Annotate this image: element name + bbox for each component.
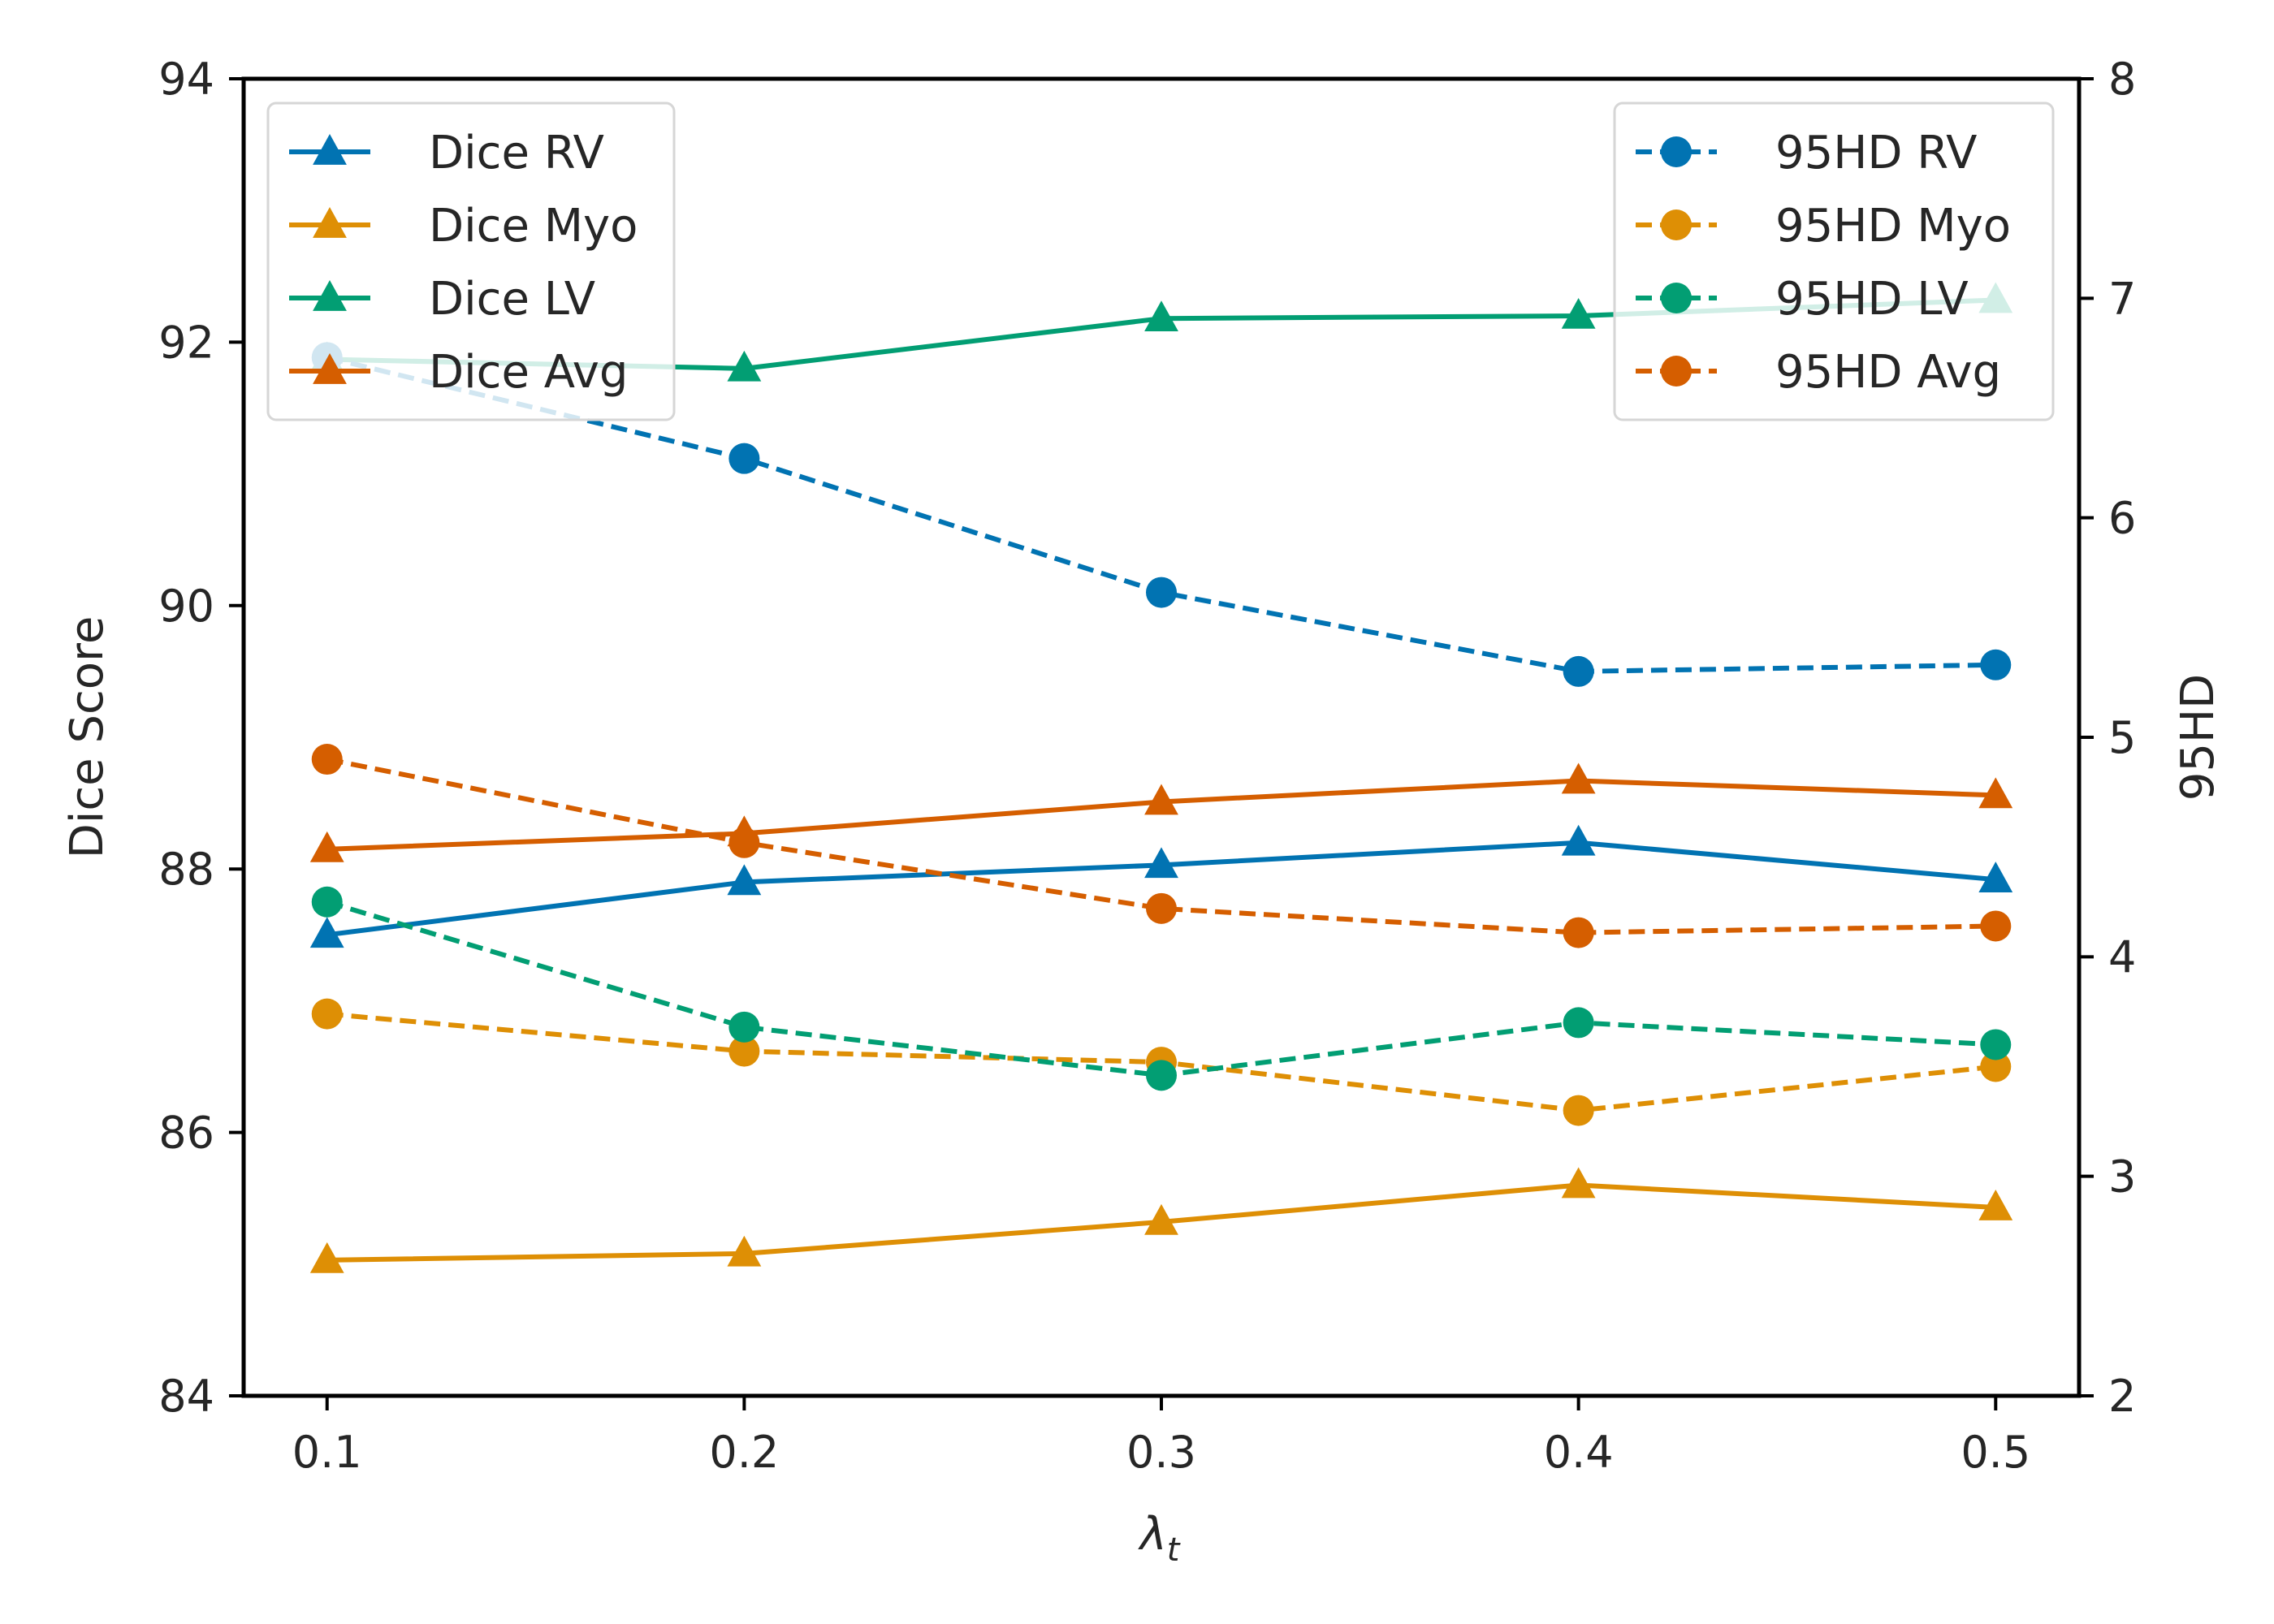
point-dice-rv	[727, 864, 762, 896]
point-95hd-lv	[311, 886, 343, 918]
x-tick-label: 0.3	[1126, 1427, 1196, 1478]
point-dice-lv	[1561, 297, 1596, 329]
point-95hd-avg	[1146, 892, 1177, 924]
point-95hd-avg	[311, 744, 343, 775]
y-tick-label: 92	[158, 317, 214, 368]
legend-marker-dice-lv	[313, 280, 347, 311]
legend-marker-dice-avg	[313, 353, 347, 384]
legend-left: Dice RV Dice Myo Dice LV Dice Avg	[266, 102, 676, 421]
legend-label-95hd-myo: 95HD Myo	[1775, 200, 2011, 253]
y-axis-title: Dice Score	[61, 616, 114, 859]
point-dice-myo	[309, 1242, 344, 1273]
y-tick-label: 86	[158, 1108, 214, 1159]
y-tick-label: 94	[158, 54, 214, 105]
point-95hd-rv	[1980, 649, 2012, 680]
legend-left-box	[266, 102, 676, 421]
series-line-95hd-avg	[326, 757, 1996, 935]
y2-axis-title: 95HD	[2172, 674, 2224, 801]
point-dice-myo	[1561, 1167, 1596, 1199]
x-axis-title: λt	[1138, 1508, 1181, 1569]
point-dice-rv	[1561, 824, 1596, 856]
point-95hd-rv	[728, 443, 760, 474]
y-axis-right: 2 3 4 5 6 7 8	[2079, 54, 2136, 1422]
y2-tick-label: 5	[2108, 712, 2136, 763]
point-95hd-avg	[1980, 910, 2012, 942]
x-tick-label: 0.4	[1544, 1427, 1614, 1478]
legend-right-box	[1613, 102, 2055, 421]
point-95hd-avg	[1563, 917, 1594, 948]
point-dice-avg	[309, 831, 344, 862]
point-dice-myo	[727, 1235, 762, 1267]
point-95hd-avg	[728, 827, 760, 858]
legend-marker-95hd-lv	[1661, 283, 1692, 313]
legend-marker-95hd-avg	[1661, 356, 1692, 387]
point-95hd-lv	[1980, 1029, 2012, 1060]
legend-marker-95hd-myo	[1661, 209, 1692, 240]
legend-marker-dice-myo	[313, 207, 347, 238]
point-dice-avg	[1144, 784, 1178, 815]
x-axis: 0.1 0.2 0.3 0.4 0.5	[292, 1396, 2030, 1478]
point-dice-rv	[309, 917, 344, 948]
y2-tick-label: 2	[2108, 1371, 2136, 1422]
point-dice-rv	[1144, 847, 1178, 879]
legend-label-95hd-lv: 95HD LV	[1775, 273, 1969, 326]
legend-right: 95HD RV 95HD Myo 95HD LV 95HD Avg	[1613, 102, 2055, 421]
y2-tick-label: 7	[2108, 273, 2136, 324]
legend-marker-95hd-rv	[1661, 136, 1692, 167]
x-tick-label: 0.5	[1961, 1427, 2030, 1478]
point-95hd-myo	[1563, 1095, 1594, 1126]
point-95hd-rv	[1563, 655, 1594, 687]
legend-label-dice-avg: Dice Avg	[429, 346, 628, 399]
point-dice-lv	[727, 350, 762, 382]
y2-tick-label: 3	[2108, 1151, 2136, 1203]
point-95hd-myo	[1980, 1051, 2012, 1082]
point-dice-avg	[1978, 777, 2013, 809]
point-dice-lv	[1144, 300, 1178, 332]
y2-tick-label: 6	[2108, 493, 2136, 544]
point-dice-myo	[1144, 1203, 1178, 1235]
x-tick-label: 0.2	[709, 1427, 779, 1478]
y2-tick-label: 8	[2108, 54, 2136, 105]
point-95hd-lv	[728, 1011, 760, 1043]
x-axis-title-symbol: λ	[1138, 1508, 1167, 1561]
legend-label-dice-rv: Dice RV	[429, 127, 604, 179]
y-tick-label: 84	[158, 1371, 214, 1422]
legend-label-dice-myo: Dice Myo	[429, 200, 638, 253]
point-95hd-myo	[728, 1035, 760, 1067]
y-axis-left: 84 86 88 90 92 94	[158, 54, 244, 1422]
y-tick-label: 88	[158, 844, 214, 895]
legend-label-95hd-rv: 95HD RV	[1775, 127, 1977, 179]
point-95hd-myo	[311, 998, 343, 1030]
legend-marker-dice-rv	[313, 134, 347, 165]
y-tick-label: 90	[158, 581, 214, 632]
legend-label-dice-lv: Dice LV	[429, 273, 595, 326]
point-95hd-lv	[1563, 1007, 1594, 1039]
legend-label-95hd-avg: 95HD Avg	[1775, 346, 2001, 399]
point-dice-rv	[1978, 862, 2013, 893]
point-dice-myo	[1978, 1190, 2013, 1220]
x-axis-title-subscript: t	[1167, 1531, 1181, 1569]
point-dice-avg	[1561, 762, 1596, 794]
x-tick-label: 0.1	[292, 1427, 362, 1478]
point-95hd-rv	[1146, 577, 1177, 608]
y2-tick-label: 4	[2108, 931, 2136, 983]
point-95hd-lv	[1146, 1060, 1177, 1091]
